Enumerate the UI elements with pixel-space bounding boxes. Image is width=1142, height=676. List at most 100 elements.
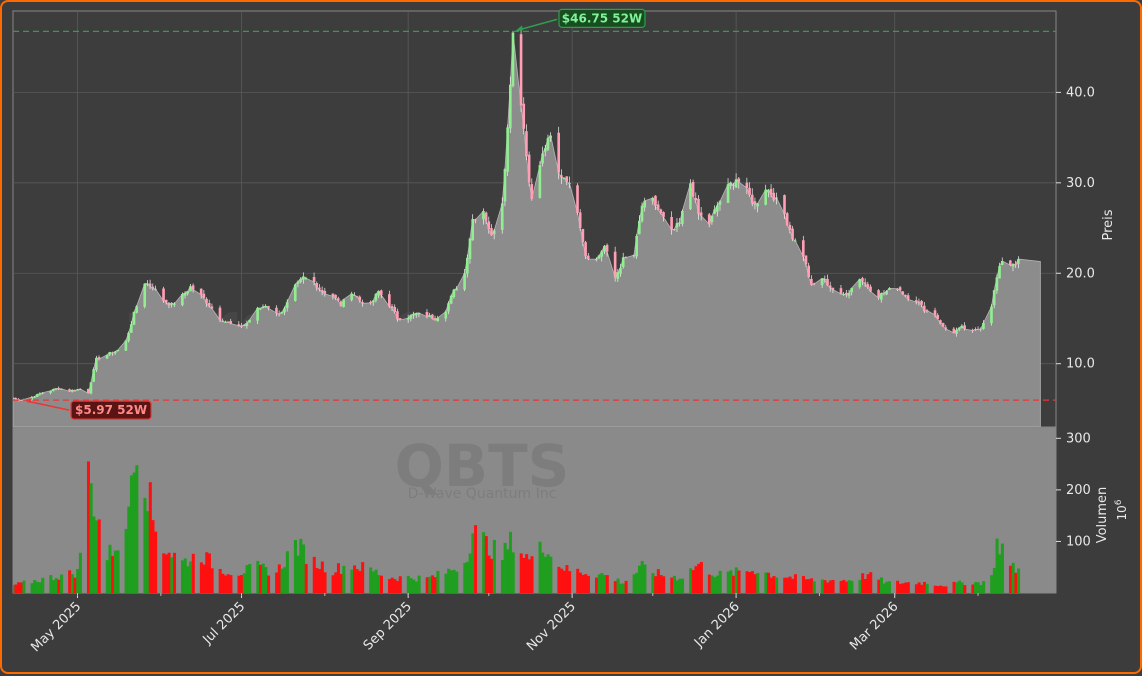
candle-body [425,311,429,317]
volume-bar [675,580,679,593]
candle-body [224,321,227,323]
volume-bar [672,575,677,593]
volume-bar [207,553,211,593]
candle-body [19,399,23,401]
candle-body [933,310,937,315]
candle-body [710,215,714,223]
volume-bar [186,566,190,593]
candle-body [543,148,547,152]
candle-body [172,303,176,305]
volume-bar [95,520,99,593]
candle-body [124,340,128,351]
candle-body [261,306,265,308]
candle-body [869,286,872,292]
candle-body [312,277,316,283]
candle-body [14,397,18,399]
candle-body [304,278,308,280]
candle-body [525,131,528,157]
candle-body [285,302,289,309]
candle-body [804,255,808,265]
candle-body [379,290,383,295]
volume-bar [417,575,421,593]
volume-bar [621,583,625,593]
time-tick-label: Jul 2025 [200,599,249,648]
volume-bar [681,578,685,593]
volume-bar [503,542,507,593]
volume-bar [377,575,381,593]
candle-body [906,295,910,300]
candle-body [877,290,880,298]
volume-bar [944,586,948,593]
volume-bar [541,552,545,593]
volume-bar [557,566,561,593]
candle-body [482,211,485,220]
candle-body [41,392,44,394]
candle-body [925,310,929,312]
volume-bar [129,475,133,593]
candle-body [694,197,698,201]
candle-body [245,323,249,327]
volume-bar [613,581,617,593]
candle-body [820,278,824,286]
candle-body [143,283,147,307]
volume-bar [543,556,547,593]
time-tick-label: Mar 2026 [847,599,901,653]
volume-bar [643,564,647,593]
candle-body [920,300,923,305]
volume-bar [89,483,93,593]
candle-body [129,324,133,333]
volume-bar [750,571,754,593]
volume-bar [527,559,531,593]
candle-body [167,302,171,306]
volume-bar [33,579,37,593]
candle-body [793,240,797,242]
volume-bar [189,561,193,593]
candle-body [97,357,101,360]
candle-body [73,390,77,392]
volume-bar [199,562,203,593]
volume-bar [1000,543,1004,593]
candle-body [772,192,776,201]
candle-body [393,306,397,313]
volume-bar [565,565,569,593]
volume-bar [444,573,448,593]
volume-bar [474,525,478,593]
volume-bar [369,567,373,593]
volume-bar [76,568,80,593]
candle-body [654,195,657,207]
candle-body [584,242,587,257]
volume-bar [888,581,892,593]
candle-body [659,209,663,214]
candle-body [35,394,39,397]
high-52w-badge [558,8,646,28]
candle-body [210,306,214,309]
candle-body [963,325,966,330]
candle-body [753,201,757,205]
candle-body [764,189,767,205]
volume-bar [224,575,228,593]
volume-bar [885,581,889,593]
volume-bar [409,578,413,593]
volume-bar [484,536,488,593]
volume-bar [35,581,39,593]
candle-body [1017,259,1020,264]
volume-axis-unit: 106 [1114,499,1129,520]
volume-bar [388,579,392,593]
volume-bar [971,584,975,593]
volume-bar [242,573,246,593]
volume-bar [97,519,101,593]
volume-bar [318,569,322,593]
candle-body [713,209,716,214]
candle-body [162,288,165,302]
volume-bar [1011,562,1015,593]
volume-bar [170,557,174,593]
volume-bar [858,579,862,593]
candle-body [807,265,811,278]
candle-body [1014,263,1017,265]
volume-bar [847,580,851,593]
volume-bar [691,570,695,593]
low-52w-arrow [26,400,70,411]
volume-bar [355,569,359,593]
volume-bar [135,465,139,593]
